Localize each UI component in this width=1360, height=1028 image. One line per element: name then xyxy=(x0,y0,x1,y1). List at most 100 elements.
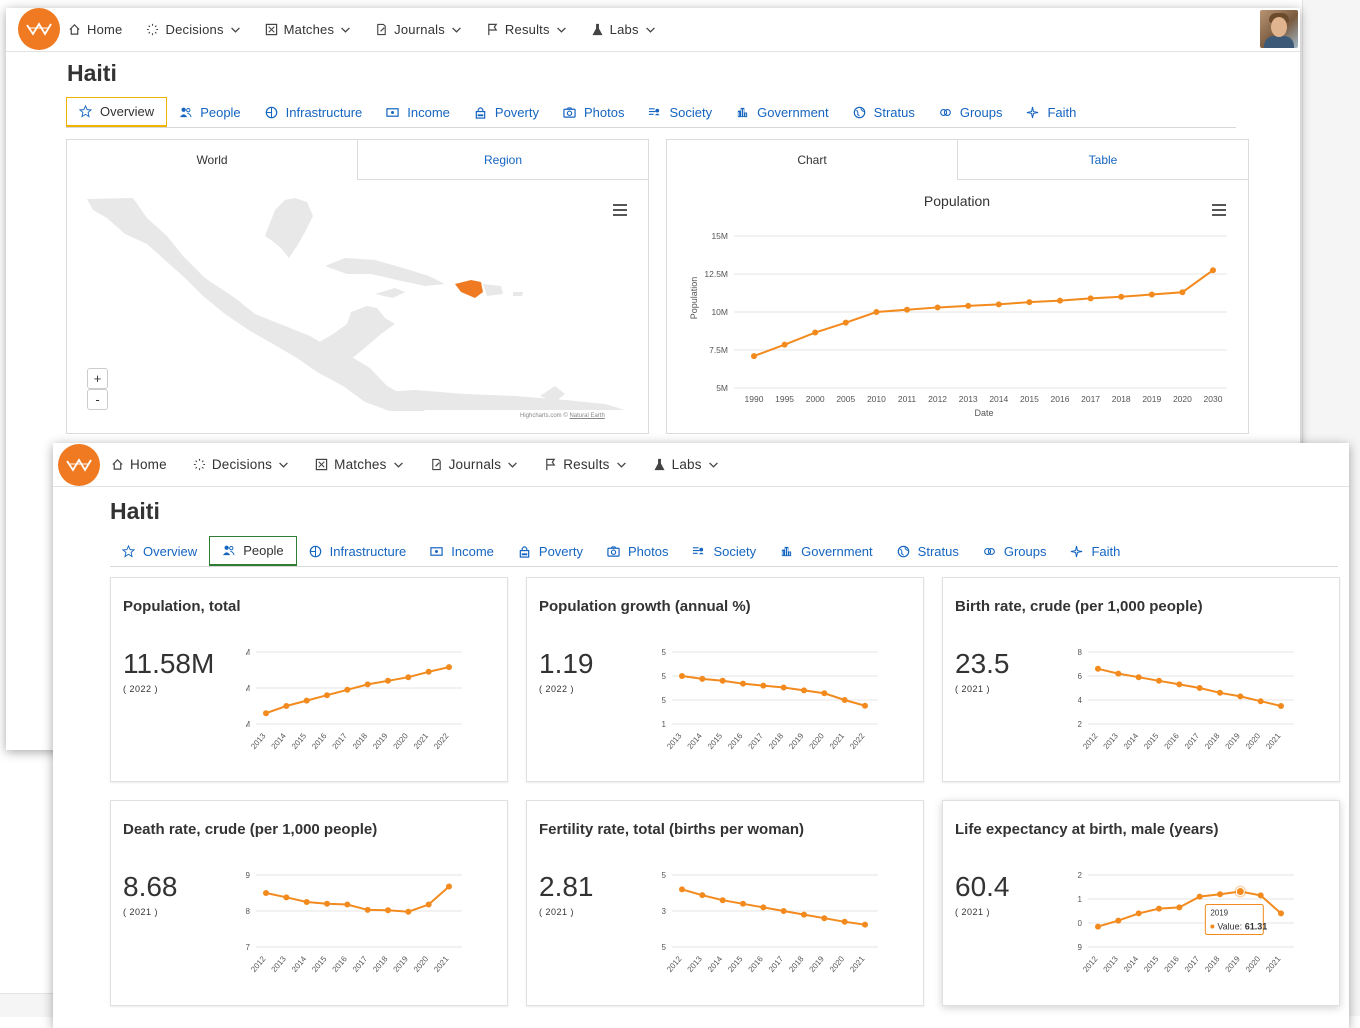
logo-icon[interactable] xyxy=(58,444,100,486)
data-point[interactable] xyxy=(1148,291,1155,298)
data-point[interactable] xyxy=(344,686,351,693)
data-point[interactable] xyxy=(1179,289,1186,296)
data-point[interactable] xyxy=(719,677,726,684)
logo-icon[interactable] xyxy=(18,8,60,50)
data-point[interactable] xyxy=(841,918,848,925)
data-point[interactable] xyxy=(1156,677,1162,684)
tab-income[interactable]: Income xyxy=(418,536,506,566)
indicator-card[interactable]: Population, total 11.58M ( 2022 ) 12M 11M 10M… xyxy=(110,577,508,782)
data-point[interactable] xyxy=(1115,670,1122,677)
tab-table[interactable]: Table xyxy=(958,140,1248,180)
data-point[interactable] xyxy=(283,703,290,709)
data-point[interactable] xyxy=(405,908,412,915)
chevron-down-icon[interactable] xyxy=(616,459,627,470)
indicator-card[interactable]: Population growth (annual %) 1.19 ( 2022 )… xyxy=(526,577,924,782)
data-point[interactable] xyxy=(995,301,1002,308)
tab-stratus[interactable]: Stratus xyxy=(841,97,927,127)
natural-earth-link[interactable]: Natural Earth xyxy=(569,413,605,419)
zoom-in-button[interactable]: + xyxy=(87,368,108,389)
data-point[interactable] xyxy=(1196,893,1203,900)
chevron-down-icon[interactable] xyxy=(230,24,241,35)
nav-matches[interactable]: Matches xyxy=(315,457,403,472)
data-point[interactable] xyxy=(934,304,941,311)
nav-matches[interactable]: Matches xyxy=(265,22,352,37)
data-point[interactable] xyxy=(385,907,391,914)
data-point[interactable] xyxy=(1095,923,1101,930)
tab-government[interactable]: Government xyxy=(768,536,885,566)
tab-people[interactable]: People xyxy=(209,536,297,566)
data-point[interactable] xyxy=(405,674,412,681)
data-point[interactable] xyxy=(1156,905,1162,912)
data-point[interactable] xyxy=(699,892,706,899)
nav-decisions[interactable]: Decisions xyxy=(193,457,289,472)
tab-faith[interactable]: Faith xyxy=(1014,97,1088,127)
data-point[interactable] xyxy=(965,302,972,309)
data-point[interactable] xyxy=(303,697,310,704)
nav-journals[interactable]: Journals xyxy=(375,22,462,37)
nav-journals[interactable]: Journals xyxy=(430,457,519,472)
data-point[interactable] xyxy=(425,668,432,675)
tab-groups[interactable]: Groups xyxy=(927,97,1015,127)
avatar[interactable] xyxy=(1260,10,1298,48)
nav-results[interactable]: Results xyxy=(486,22,567,37)
data-point[interactable] xyxy=(780,684,787,691)
data-point[interactable] xyxy=(1026,299,1033,306)
data-point[interactable] xyxy=(751,353,757,360)
chevron-down-icon[interactable] xyxy=(507,459,518,470)
data-point[interactable] xyxy=(679,886,685,893)
data-point[interactable] xyxy=(801,687,807,694)
data-point[interactable] xyxy=(425,901,432,908)
data-point[interactable] xyxy=(1118,293,1125,300)
data-point[interactable] xyxy=(1057,297,1063,304)
data-point[interactable] xyxy=(862,921,868,928)
data-point[interactable] xyxy=(699,675,706,682)
data-point[interactable] xyxy=(679,673,685,679)
tab-chart[interactable]: Chart xyxy=(667,140,958,180)
data-point[interactable] xyxy=(1135,910,1142,917)
chevron-down-icon[interactable] xyxy=(340,24,351,35)
data-point[interactable] xyxy=(446,664,452,671)
tab-region[interactable]: Region xyxy=(358,140,648,180)
data-point[interactable] xyxy=(1217,891,1223,898)
tab-government[interactable]: Government xyxy=(724,97,841,127)
nav-home[interactable]: Home xyxy=(68,22,122,37)
zoom-out-button[interactable]: - xyxy=(87,389,108,410)
tab-world[interactable]: World xyxy=(67,140,358,180)
tab-infrastructure[interactable]: Infrastructure xyxy=(253,97,375,127)
map-menu-icon[interactable] xyxy=(613,204,627,216)
caribbean-map[interactable] xyxy=(85,196,630,416)
indicator-card[interactable]: Death rate, crude (per 1,000 people) 8.68… xyxy=(110,800,508,1006)
chevron-down-icon[interactable] xyxy=(393,459,404,470)
indicator-card[interactable]: Birth rate, crude (per 1,000 people) 23.5… xyxy=(942,577,1340,782)
data-point[interactable] xyxy=(780,908,787,914)
chevron-down-icon[interactable] xyxy=(556,24,567,35)
tab-poverty[interactable]: Poverty xyxy=(462,97,551,127)
chevron-down-icon[interactable] xyxy=(645,24,656,35)
data-point[interactable] xyxy=(760,904,767,911)
nav-labs[interactable]: Labs xyxy=(653,457,719,472)
data-point[interactable] xyxy=(740,680,746,687)
data-point[interactable] xyxy=(344,901,351,908)
data-point[interactable] xyxy=(904,306,910,313)
data-point[interactable] xyxy=(1135,674,1142,681)
data-point[interactable] xyxy=(841,697,848,703)
data-point[interactable] xyxy=(821,690,828,697)
data-point[interactable] xyxy=(446,883,452,890)
data-point[interactable] xyxy=(1196,685,1203,691)
tab-infrastructure[interactable]: Infrastructure xyxy=(297,536,419,566)
nav-labs[interactable]: Labs xyxy=(591,22,656,37)
data-point[interactable] xyxy=(1278,910,1284,917)
data-point[interactable] xyxy=(263,710,269,717)
data-point[interactable] xyxy=(740,900,746,907)
data-point[interactable] xyxy=(1095,665,1101,672)
data-point[interactable] xyxy=(1217,689,1223,696)
tab-groups[interactable]: Groups xyxy=(971,536,1059,566)
data-point[interactable] xyxy=(1115,917,1122,924)
tab-photos[interactable]: Photos xyxy=(551,97,636,127)
tab-faith[interactable]: Faith xyxy=(1058,536,1132,566)
data-point[interactable] xyxy=(873,309,880,315)
tab-overview[interactable]: Overview xyxy=(110,536,209,566)
data-point[interactable] xyxy=(1087,295,1094,302)
chevron-down-icon[interactable] xyxy=(451,24,462,35)
chevron-down-icon[interactable] xyxy=(708,459,719,470)
